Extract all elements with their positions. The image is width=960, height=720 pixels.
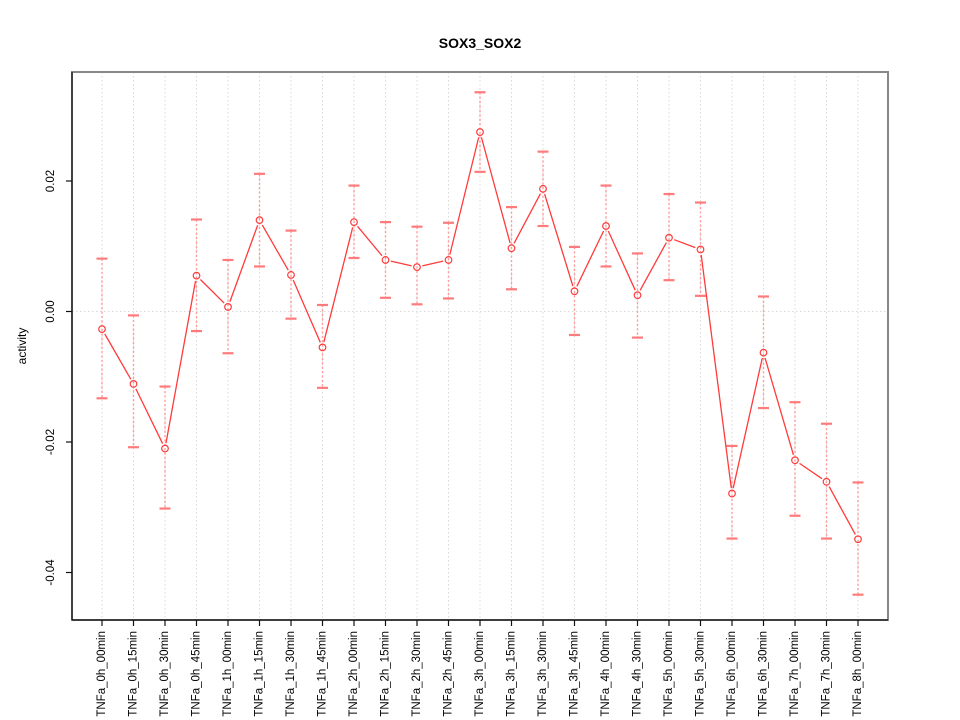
svg-text:TNFa_3h_45min: TNFa_3h_45min [569,631,581,717]
series-line [104,137,856,535]
data-points [98,128,862,544]
svg-text:TNFa_0h_30min: TNFa_0h_30min [159,631,171,717]
svg-text:TNFa_5h_30min: TNFa_5h_30min [695,631,707,717]
svg-text:TNFa_0h_00min: TNFa_0h_00min [96,631,108,717]
svg-text:TNFa_5h_00min: TNFa_5h_00min [663,631,675,717]
svg-text:TNFa_7h_00min: TNFa_7h_00min [789,631,801,717]
svg-text:TNFa_1h_30min: TNFa_1h_30min [285,631,297,717]
svg-text:TNFa_4h_30min: TNFa_4h_30min [632,631,644,717]
y-axis-label: activity [15,328,29,365]
svg-text:0.02: 0.02 [45,170,57,192]
svg-text:TNFa_4h_00min: TNFa_4h_00min [600,631,612,717]
svg-text:TNFa_1h_45min: TNFa_1h_45min [317,631,329,717]
svg-text:TNFa_0h_15min: TNFa_0h_15min [128,631,140,717]
svg-text:TNFa_1h_15min: TNFa_1h_15min [254,631,266,717]
y-axis: -0.04 -0.02 0.00 0.02 [45,72,73,620]
x-axis: TNFa_0h_00min TNFa_0h_15min TNFa_0h_30min T… [72,619,888,717]
svg-text:TNFa_2h_45min: TNFa_2h_45min [443,631,455,717]
svg-text:TNFa_3h_30min: TNFa_3h_30min [537,631,549,717]
svg-text:TNFa_7h_30min: TNFa_7h_30min [821,631,833,717]
svg-text:TNFa_3h_00min: TNFa_3h_00min [474,631,486,717]
svg-text:TNFa_6h_00min: TNFa_6h_00min [726,631,738,717]
svg-text:-0.02: -0.02 [45,429,57,455]
svg-text:TNFa_8h_00min: TNFa_8h_00min [852,631,864,717]
svg-text:TNFa_3h_15min: TNFa_3h_15min [506,631,518,717]
error-bars [96,91,864,596]
svg-text:0.00: 0.00 [45,300,57,322]
svg-text:TNFa_2h_00min: TNFa_2h_00min [348,631,360,717]
gridlines [72,72,888,620]
svg-text:-0.04: -0.04 [45,559,57,586]
chart-title: SOX3_SOX2 [439,35,522,51]
svg-text:TNFa_1h_00min: TNFa_1h_00min [222,631,234,717]
svg-text:TNFa_0h_45min: TNFa_0h_45min [191,631,203,717]
svg-text:TNFa_2h_30min: TNFa_2h_30min [411,631,423,717]
svg-text:TNFa_6h_30min: TNFa_6h_30min [758,631,770,717]
svg-text:TNFa_2h_15min: TNFa_2h_15min [380,631,392,717]
